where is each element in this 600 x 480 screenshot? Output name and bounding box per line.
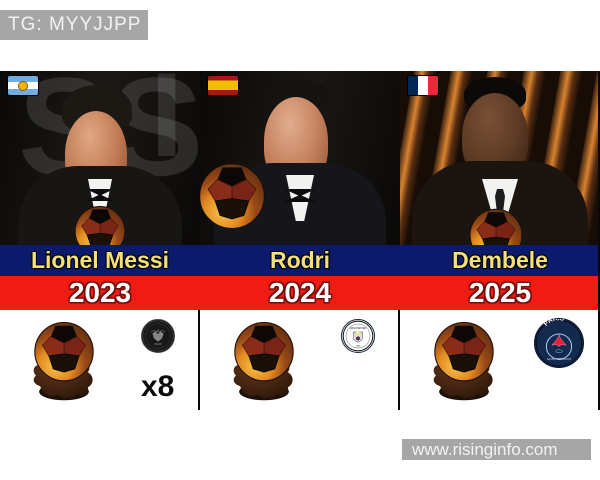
svg-text:MANCHESTER: MANCHESTER [350, 327, 367, 330]
svg-text:SAINT-GERMAIN: SAINT-GERMAIN [547, 357, 572, 361]
svg-text:MIAMI: MIAMI [154, 342, 162, 346]
